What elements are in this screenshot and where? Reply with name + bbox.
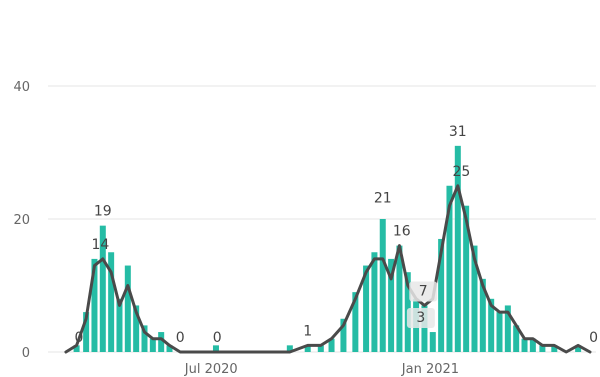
- bar: [149, 338, 156, 352]
- bar: [446, 185, 453, 352]
- data-label: 25: [452, 164, 470, 180]
- bar: [463, 205, 470, 352]
- bar: [471, 245, 478, 352]
- data-label: 0: [176, 330, 185, 346]
- data-label: 1: [303, 323, 312, 339]
- bar: [479, 278, 486, 352]
- bar: [141, 325, 148, 352]
- data-label: 19: [94, 204, 112, 220]
- bar: [521, 338, 528, 352]
- bar: [73, 345, 80, 352]
- x-tick-label: Jan 2021: [401, 362, 459, 377]
- bar: [317, 345, 324, 352]
- bar: [454, 145, 461, 352]
- data-label: 14: [92, 237, 110, 253]
- bar: [551, 345, 558, 352]
- bar: [83, 312, 90, 352]
- data-label: 16: [393, 224, 411, 240]
- data-label: 3: [416, 310, 425, 326]
- bar: [91, 258, 98, 352]
- y-tick-label: 0: [22, 346, 30, 361]
- bar: [99, 225, 106, 352]
- bar: [539, 345, 546, 352]
- y-tick-label: 20: [13, 213, 30, 228]
- data-label-box: [409, 281, 438, 302]
- bar: [124, 265, 131, 352]
- bar: [388, 258, 395, 352]
- bar: [575, 345, 582, 352]
- data-label: 7: [419, 283, 428, 299]
- bar: [212, 345, 219, 352]
- bar: [352, 292, 359, 352]
- data-label: 21: [374, 190, 392, 206]
- bar: [488, 298, 495, 352]
- bar: [513, 325, 520, 352]
- bar: [133, 305, 140, 352]
- data-label: 0: [75, 330, 84, 346]
- data-label: 0: [589, 330, 598, 346]
- bar: [116, 298, 123, 352]
- bar: [496, 312, 503, 352]
- bar: [421, 305, 428, 352]
- bar: [529, 338, 536, 352]
- bar: [429, 332, 436, 352]
- y-tick-label: 40: [13, 80, 30, 95]
- bar: [363, 265, 370, 352]
- moving-average-line: [64, 184, 592, 354]
- data-label: 0: [213, 330, 222, 346]
- bar: [379, 219, 386, 352]
- bar: [328, 338, 335, 352]
- data-label: 31: [449, 124, 467, 140]
- bar: [438, 238, 445, 352]
- x-tick-label: Jul 2020: [184, 362, 238, 377]
- bar: [108, 252, 115, 352]
- data-label-box: [406, 308, 435, 329]
- bar: [286, 345, 293, 352]
- bar: [371, 252, 378, 352]
- bar: [166, 345, 173, 352]
- bar: [396, 245, 403, 352]
- bar: [340, 318, 347, 352]
- bar: [304, 345, 311, 352]
- bar: [504, 305, 511, 352]
- bar: [158, 332, 165, 352]
